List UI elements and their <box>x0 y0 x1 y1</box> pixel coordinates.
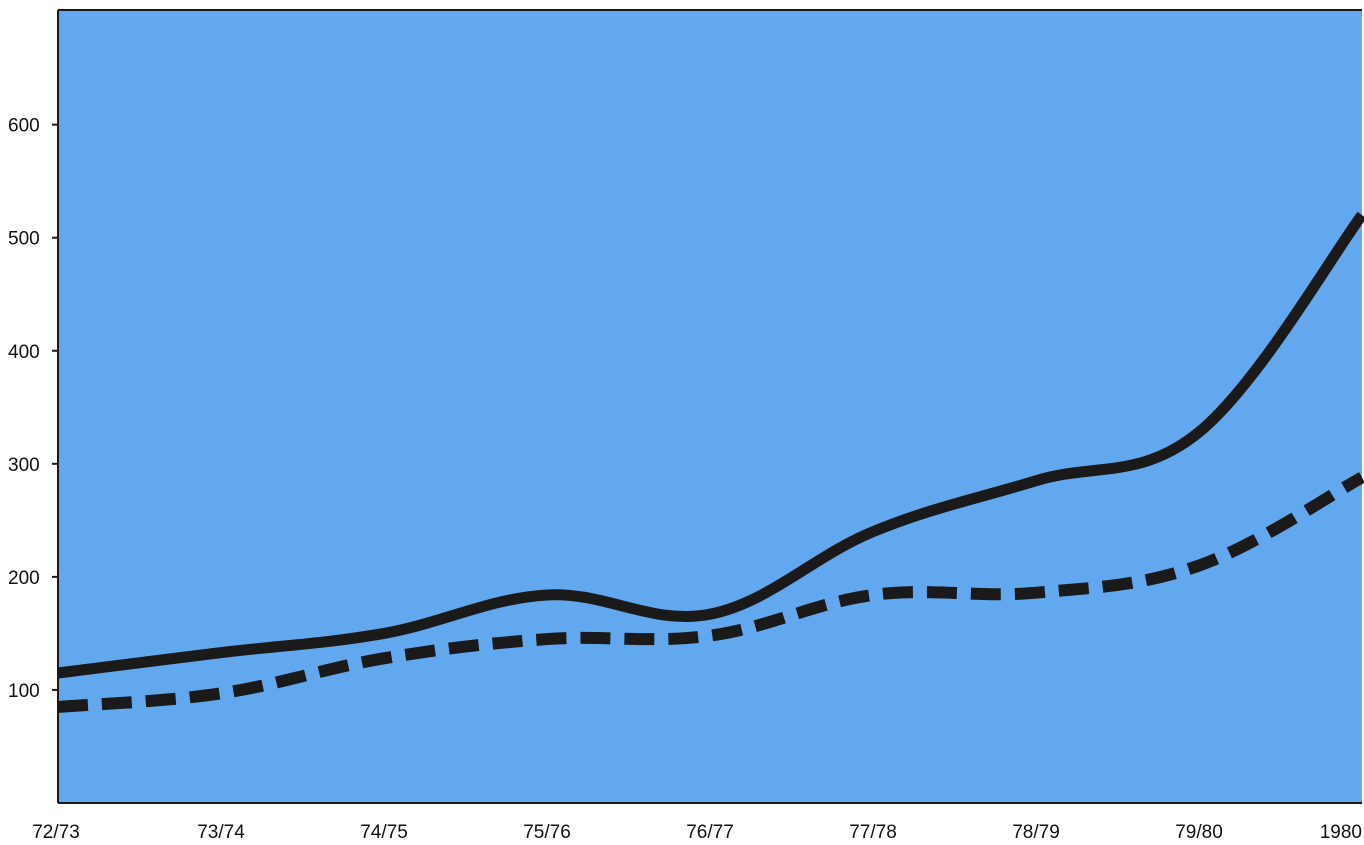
x-tick-label: 72/73 <box>32 822 80 843</box>
y-tick-label: 100 <box>8 681 40 702</box>
series-layer <box>57 211 1364 713</box>
x-tick-label: 79/80 <box>1175 822 1223 843</box>
series-dashed-line <box>57 472 1364 713</box>
series-solid-line <box>57 211 1364 679</box>
y-tick-label: 600 <box>8 116 40 137</box>
x-axis-ticks: 72/73 73/74 74/75 75/76 76/77 77/78 78/79 79/80… <box>32 822 1362 843</box>
y-tick-label: 300 <box>8 455 40 476</box>
x-tick-label: 75/76 <box>523 822 571 843</box>
x-tick-label: 76/77 <box>686 822 734 843</box>
y-axis-ticks: 100 200 300 400 500 600 <box>8 116 58 702</box>
x-tick-label: 1980 <box>1320 822 1362 843</box>
x-tick-label: 78/79 <box>1012 822 1060 843</box>
x-tick-label: 73/74 <box>197 822 245 843</box>
plot-area-background <box>58 10 1362 803</box>
y-tick-label: 200 <box>8 568 40 589</box>
x-tick-label: 74/75 <box>360 822 408 843</box>
x-tick-label: 77/78 <box>849 822 897 843</box>
y-tick-label: 400 <box>8 342 40 363</box>
y-tick-label: 500 <box>8 229 40 250</box>
